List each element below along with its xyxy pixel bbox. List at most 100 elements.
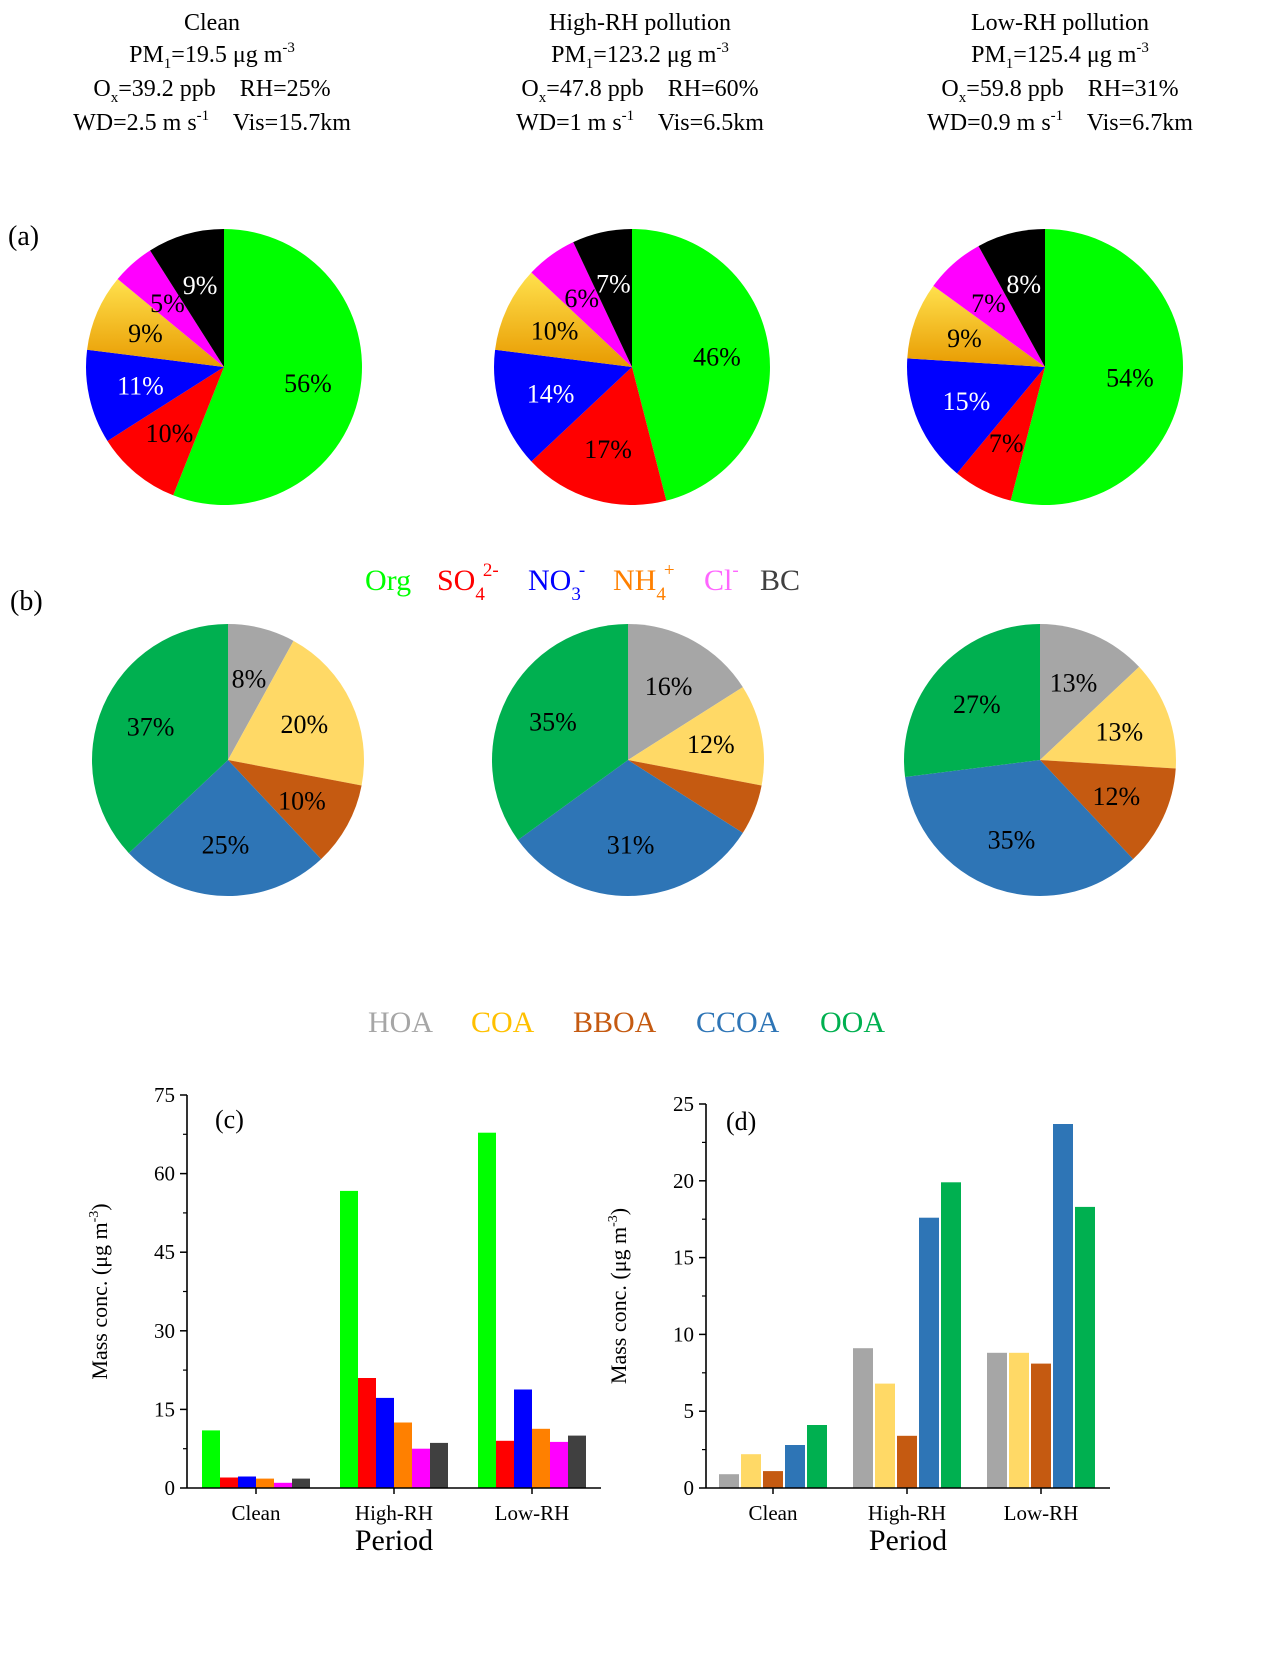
y-tick-label: 15 (673, 1246, 694, 1270)
ox-rh-line: Ox=39.2 ppb RH=25% (93, 76, 330, 106)
y-tick-label: 5 (684, 1399, 695, 1423)
bar (358, 1378, 376, 1488)
pie-slice-org (173, 229, 362, 506)
legend-b-hoa: HOA (368, 1006, 433, 1039)
bar (1009, 1352, 1029, 1488)
pie-slice-ccoa (128, 760, 322, 897)
pie-slice-ooa (491, 624, 628, 840)
pie-slice-ccoa (905, 760, 1134, 897)
pie-slice-org (632, 229, 770, 501)
pie-label: 13% (1050, 669, 1098, 698)
condition-title: High-RH pollution (549, 10, 731, 36)
bar (1031, 1363, 1051, 1488)
pie-slice-ooa (91, 624, 229, 854)
ox-rh-line: Ox=59.8 ppb RH=31% (941, 76, 1178, 106)
pie-label: 9% (128, 319, 163, 348)
bar (376, 1397, 394, 1488)
legend-a-no3: NO3- (528, 560, 585, 605)
pie-label: 35% (529, 708, 577, 737)
legend-a-org: Org (365, 564, 411, 597)
pie-label: 9% (183, 271, 218, 300)
pie-slice-cl (531, 242, 632, 367)
bar-chart-d: Clean High-RH Low-RH 0 5 10 15 20 25 (d) Period Mas… (606, 1092, 1110, 1557)
pie-slice-coa (1040, 666, 1176, 769)
condition-header-clean: Clean PM1=19.5 μg m-3 Ox=39.2 ppb RH=25%… (73, 10, 351, 136)
pie-slice-coa (628, 687, 764, 786)
pie-slice-cl (117, 250, 224, 367)
bar (1053, 1124, 1073, 1488)
panel-label-b: (b) (10, 586, 43, 617)
x-axis-label: Period (869, 1524, 947, 1557)
x-tick-label: Low-RH (1004, 1501, 1079, 1525)
bar (478, 1132, 496, 1488)
pie-slice-no3 (494, 349, 632, 462)
panel-label-a: (a) (8, 221, 39, 252)
pie-slice-hoa (1040, 624, 1140, 760)
pie-label: 10% (146, 419, 194, 448)
pie-charts-a: 56%10%11%9%5%9%46%17%14%10%6%7%54%7%15%9… (86, 228, 1184, 506)
pie-label: 6% (564, 284, 599, 313)
wd-vis-line: WD=1 m s-1 Vis=6.5km (516, 108, 764, 136)
bar (941, 1182, 961, 1488)
bar (785, 1445, 805, 1488)
pie-slice-coa (228, 640, 364, 786)
pie-label: 46% (693, 342, 741, 371)
bar (719, 1474, 739, 1488)
y-tick-label: 20 (673, 1169, 694, 1193)
bar (987, 1352, 1007, 1488)
pie-a-clean: 56%10%11%9%5%9% (86, 229, 362, 506)
pm1-line: PM1=125.4 μg m-3 (971, 40, 1149, 72)
bar (340, 1190, 358, 1488)
condition-headers: Clean PM1=19.5 μg m-3 Ox=39.2 ppb RH=25%… (73, 10, 1193, 136)
pie-label: 25% (202, 830, 250, 859)
condition-header-low-rh: Low-RH pollution PM1=125.4 μg m-3 Ox=59.… (927, 10, 1193, 136)
pie-label: 8% (1006, 270, 1041, 299)
pie-slice-nh4 (907, 285, 1045, 367)
bar (875, 1383, 895, 1488)
pie-label: 54% (1106, 364, 1154, 393)
wd-vis-line: WD=0.9 m s-1 Vis=6.7km (927, 108, 1193, 136)
pie-a-low-rh: 54%7%15%9%7%8% (906, 228, 1184, 505)
pie-label: 11% (117, 372, 164, 401)
pie-label: 31% (607, 830, 655, 859)
legend-b: HOA COA BBOA CCOA OOA (368, 1006, 885, 1039)
x-tick-label: High-RH (355, 1501, 433, 1525)
legend-b-bboa: BBOA (573, 1006, 657, 1039)
pie-label: 13% (1095, 717, 1143, 746)
legend-a: Org SO42- NO3- NH4+ Cl- BC (365, 560, 800, 605)
bar (430, 1442, 448, 1488)
y-axis-label: Mass conc. (μg m-3) (606, 1208, 631, 1384)
legend-a-nh4: NH4+ (613, 560, 675, 605)
pie-slice-org (1010, 228, 1184, 505)
y-tick-label: 0 (684, 1476, 695, 1500)
bar (274, 1482, 292, 1488)
bar (256, 1478, 274, 1488)
bar (1075, 1206, 1095, 1488)
pie-label: 7% (971, 289, 1006, 318)
pie-b-clean: 8% 20% 10% 25% 37% (91, 624, 364, 897)
bar (238, 1476, 256, 1488)
pie-slice-bboa (228, 760, 362, 860)
pie-label: 10% (278, 787, 326, 816)
pie-slice-so4-2 (107, 367, 224, 496)
bar (550, 1441, 568, 1488)
pie-label: 8% (232, 664, 267, 693)
legend-a-bc: BC (760, 564, 800, 597)
panel-label-d: (d) (726, 1107, 756, 1136)
pie-slice-hoa (228, 624, 294, 760)
y-tick-label: 0 (165, 1476, 176, 1500)
bar (292, 1478, 310, 1488)
bar (532, 1428, 550, 1488)
y-axis-label: Mass conc. (μg m-3) (87, 1203, 112, 1379)
y-tick-label: 15 (154, 1397, 175, 1421)
ox-rh-line: Ox=47.8 ppb RH=60% (521, 76, 758, 106)
bar (853, 1348, 873, 1488)
pie-slice-bc (150, 229, 224, 367)
pie-slice-so4-2 (531, 367, 667, 505)
pie-label: 20% (280, 710, 328, 739)
pie-slice-bboa (628, 760, 762, 833)
pie-slice-ccoa (517, 760, 743, 897)
bar (514, 1389, 532, 1488)
bar (202, 1430, 220, 1488)
